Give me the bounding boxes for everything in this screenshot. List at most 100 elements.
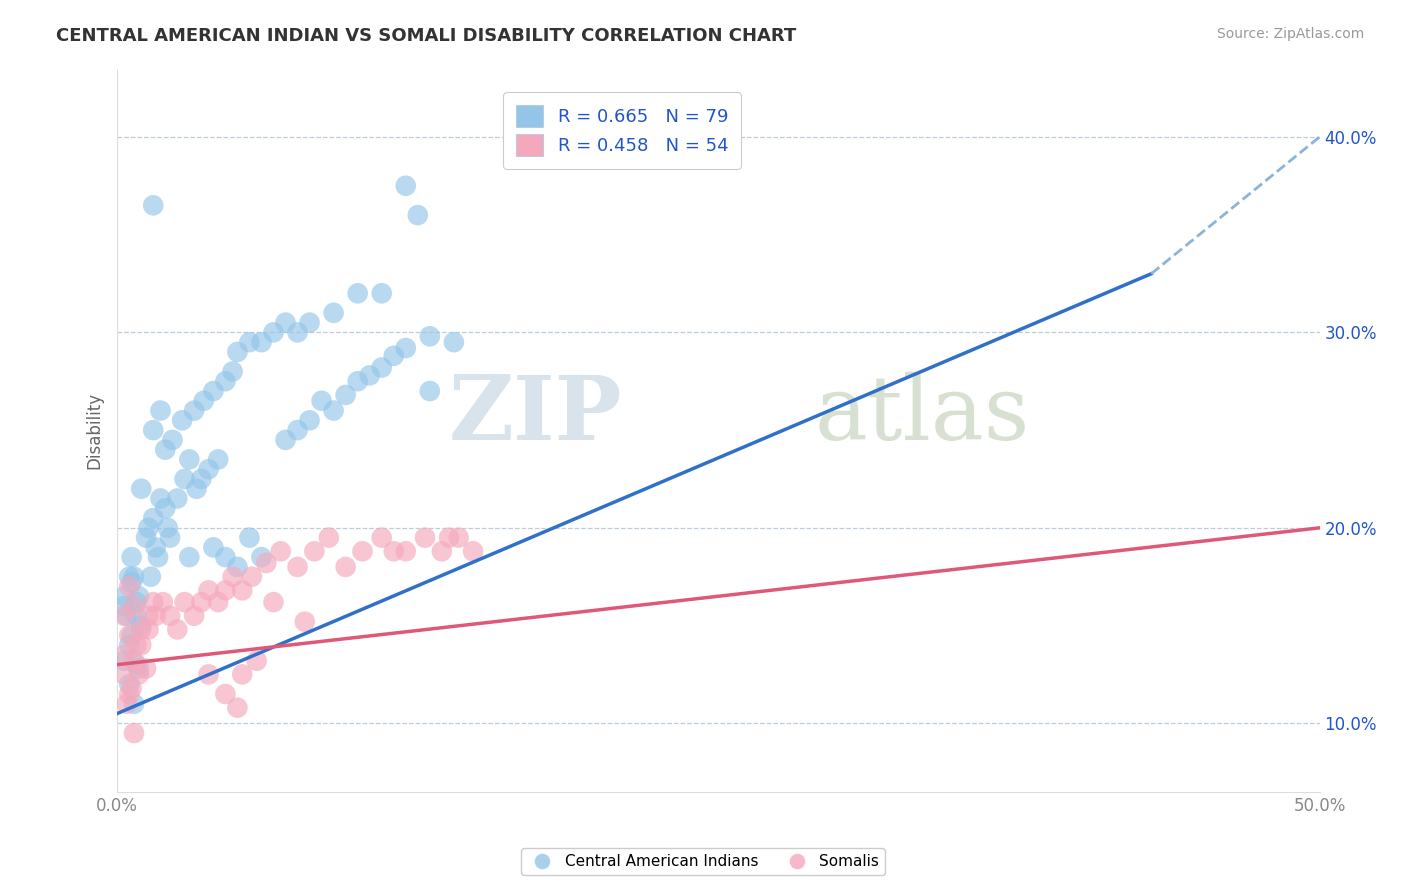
- Point: [214, 687, 236, 701]
- Point: [370, 531, 392, 545]
- Point: [152, 595, 174, 609]
- Point: [430, 544, 453, 558]
- Point: [125, 595, 148, 609]
- Point: [395, 178, 418, 193]
- Point: [166, 491, 188, 506]
- Point: [142, 511, 165, 525]
- Point: [129, 623, 152, 637]
- Point: [149, 491, 172, 506]
- Point: [190, 595, 212, 609]
- Point: [263, 326, 285, 340]
- Point: [250, 335, 273, 350]
- Point: [122, 599, 145, 613]
- Point: [263, 595, 285, 609]
- Point: [214, 583, 236, 598]
- Point: [112, 608, 135, 623]
- Point: [335, 388, 357, 402]
- Point: [122, 654, 145, 668]
- Point: [193, 393, 215, 408]
- Point: [183, 403, 205, 417]
- Point: [112, 648, 135, 662]
- Point: [226, 700, 249, 714]
- Point: [254, 556, 277, 570]
- Point: [395, 341, 418, 355]
- Point: [121, 550, 143, 565]
- Point: [142, 198, 165, 212]
- Point: [359, 368, 381, 383]
- Point: [166, 623, 188, 637]
- Point: [145, 541, 167, 555]
- Point: [250, 550, 273, 565]
- Point: [238, 531, 260, 545]
- Point: [221, 364, 243, 378]
- Point: [172, 413, 194, 427]
- Point: [335, 560, 357, 574]
- Point: [129, 618, 152, 632]
- Point: [162, 433, 184, 447]
- Point: [179, 452, 201, 467]
- Point: [274, 433, 297, 447]
- Point: [118, 628, 141, 642]
- Text: ZIP: ZIP: [449, 372, 623, 459]
- Point: [121, 575, 143, 590]
- Point: [183, 608, 205, 623]
- Point: [238, 335, 260, 350]
- Point: [122, 697, 145, 711]
- Point: [226, 560, 249, 574]
- Point: [112, 589, 135, 603]
- Point: [159, 608, 181, 623]
- Text: atlas: atlas: [814, 372, 1029, 459]
- Point: [112, 654, 135, 668]
- Legend: Central American Indians, Somalis: Central American Indians, Somalis: [520, 848, 886, 875]
- Point: [437, 531, 460, 545]
- Point: [461, 544, 484, 558]
- Point: [382, 349, 405, 363]
- Point: [395, 544, 418, 558]
- Point: [129, 482, 152, 496]
- Point: [298, 316, 321, 330]
- Point: [155, 501, 177, 516]
- Point: [370, 360, 392, 375]
- Point: [274, 316, 297, 330]
- Point: [298, 413, 321, 427]
- Point: [287, 423, 309, 437]
- Point: [406, 208, 429, 222]
- Point: [118, 570, 141, 584]
- Point: [322, 306, 344, 320]
- Point: [370, 286, 392, 301]
- Point: [190, 472, 212, 486]
- Point: [207, 595, 229, 609]
- Point: [138, 608, 160, 623]
- Text: Source: ZipAtlas.com: Source: ZipAtlas.com: [1216, 27, 1364, 41]
- Point: [231, 583, 253, 598]
- Point: [159, 531, 181, 545]
- Point: [443, 335, 465, 350]
- Point: [413, 531, 436, 545]
- Point: [202, 541, 225, 555]
- Point: [128, 667, 150, 681]
- Point: [129, 638, 152, 652]
- Point: [118, 687, 141, 701]
- Text: CENTRAL AMERICAN INDIAN VS SOMALI DISABILITY CORRELATION CHART: CENTRAL AMERICAN INDIAN VS SOMALI DISABI…: [56, 27, 796, 45]
- Point: [447, 531, 470, 545]
- Point: [128, 662, 150, 676]
- Point: [115, 608, 138, 623]
- Point: [318, 531, 340, 545]
- Point: [125, 638, 148, 652]
- Point: [115, 697, 138, 711]
- Point: [186, 482, 208, 496]
- Point: [221, 570, 243, 584]
- Point: [346, 374, 368, 388]
- Point: [240, 570, 263, 584]
- Point: [311, 393, 333, 408]
- Point: [246, 654, 269, 668]
- Point: [135, 662, 157, 676]
- Point: [197, 667, 219, 681]
- Point: [145, 608, 167, 623]
- Point: [226, 345, 249, 359]
- Point: [173, 472, 195, 486]
- Point: [287, 326, 309, 340]
- Point: [121, 681, 143, 695]
- Point: [214, 550, 236, 565]
- Point: [304, 544, 326, 558]
